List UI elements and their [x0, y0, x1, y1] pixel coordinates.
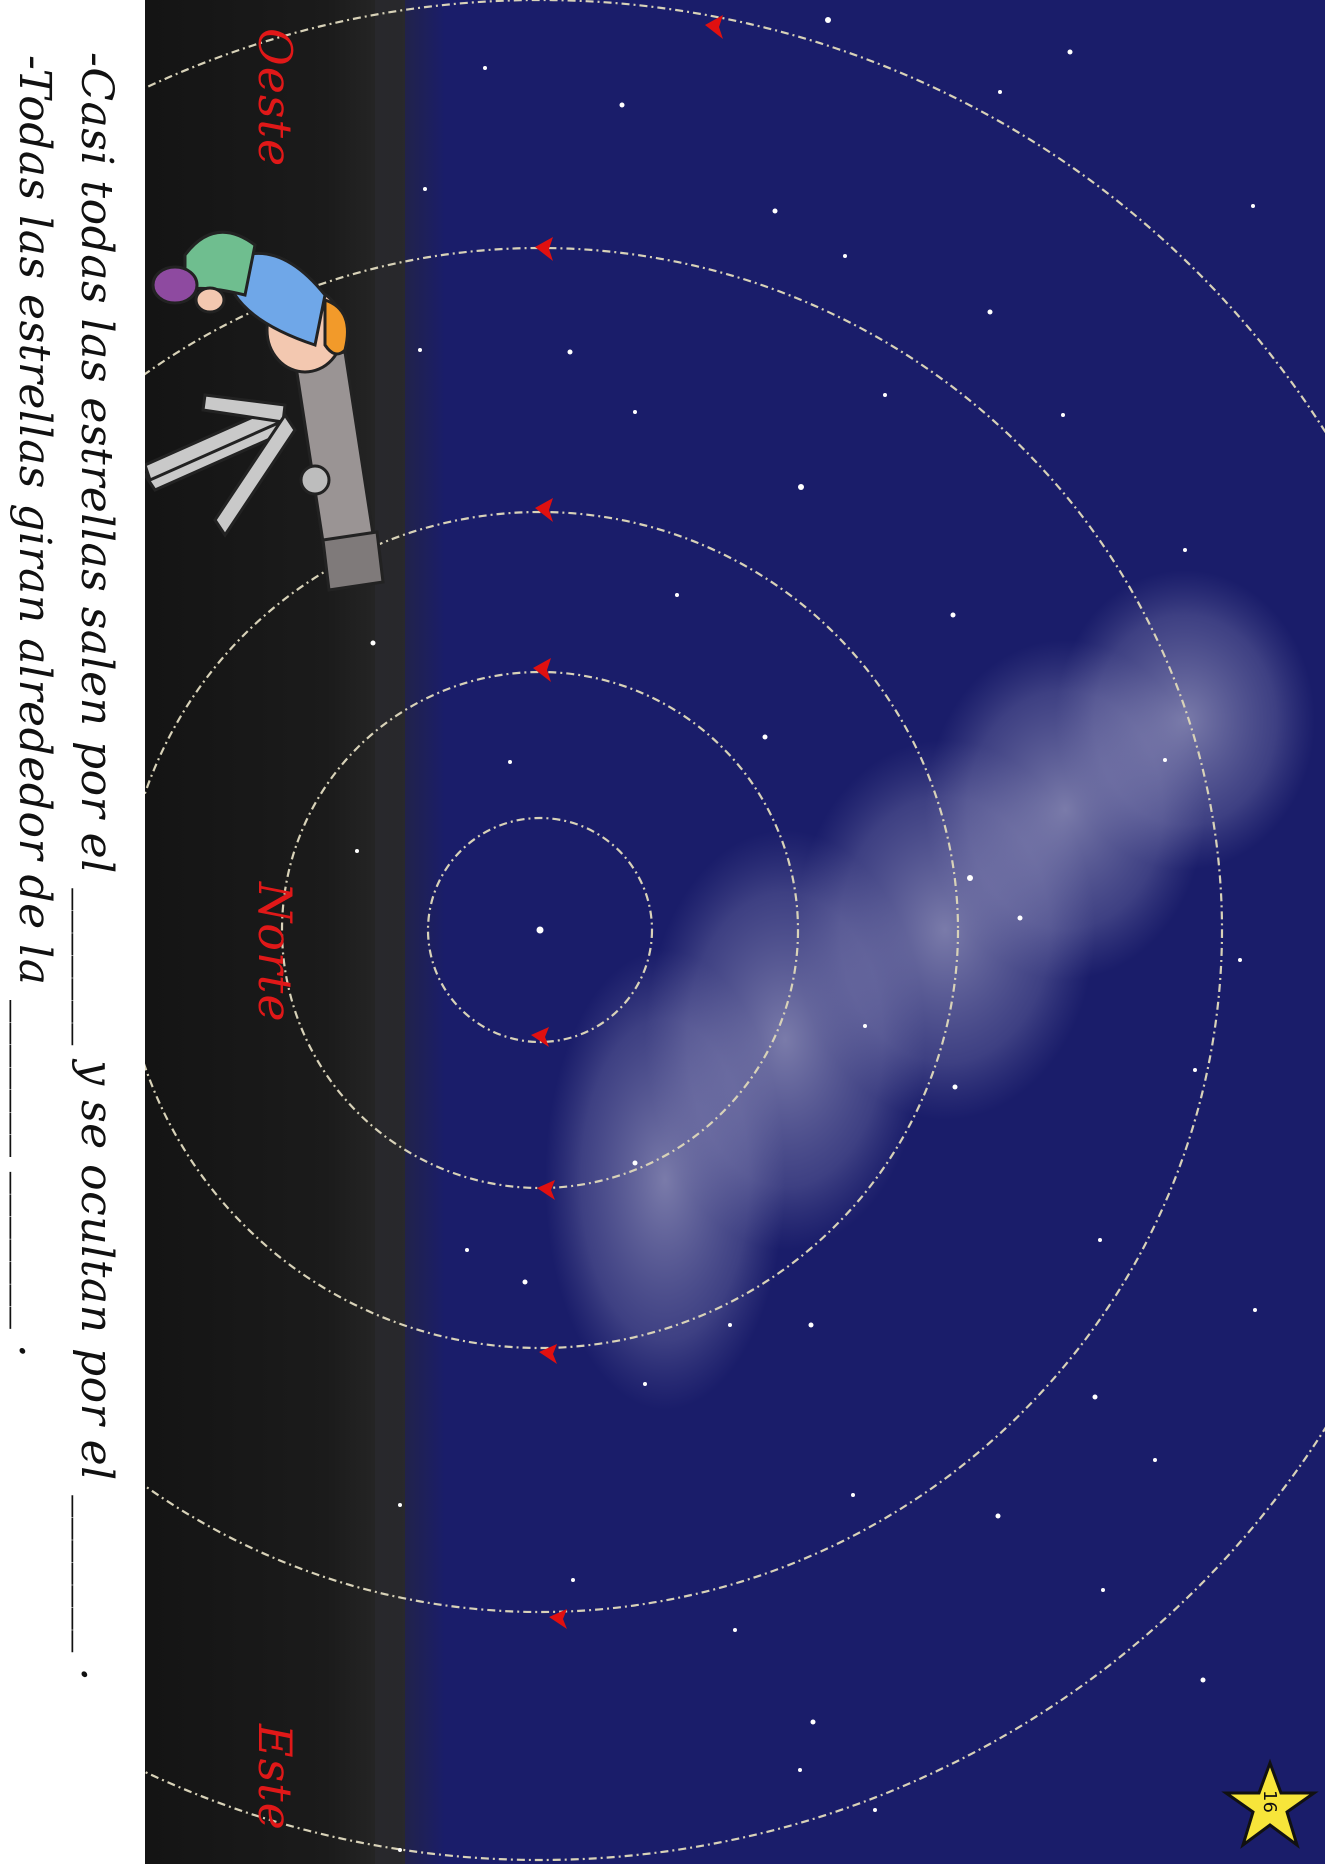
horizon-edge	[375, 0, 445, 1864]
arrow-icon	[539, 1344, 557, 1364]
yellow-star-icon	[1221, 1758, 1319, 1849]
direction-arrows	[531, 15, 723, 1629]
page-badge: 16	[1218, 1757, 1322, 1853]
arrow-icon	[535, 498, 553, 522]
star-trail-diagram	[145, 0, 1325, 1861]
arrow-icon	[705, 15, 723, 39]
star-field	[355, 17, 1257, 1852]
arrow-icon	[535, 237, 553, 261]
worksheet-line-2: -Todas las estrellas giran alrededor de …	[9, 55, 60, 1359]
arrow-icon	[537, 1180, 555, 1200]
arrow-icon	[549, 1609, 567, 1629]
star-trail-5	[145, 0, 1325, 1861]
direction-label-east: Este	[248, 1724, 302, 1831]
child-with-telescope-icon	[145, 230, 385, 592]
page-number: 16	[1258, 1790, 1280, 1813]
pole-star-icon	[536, 926, 544, 934]
star-trail-2	[280, 670, 800, 1190]
star-trails	[145, 0, 1325, 1861]
direction-label-west: Oeste	[248, 28, 302, 168]
worksheet-line-1: -Casi todas las estrellas salen por el _…	[71, 52, 122, 1682]
star-trail-1	[426, 816, 654, 1044]
star-trail-4	[145, 247, 1223, 1613]
star-trail-3	[145, 511, 959, 1349]
milky-way	[545, 570, 1315, 1410]
arrow-icon	[533, 658, 551, 682]
direction-label-north: Norte	[248, 882, 302, 1023]
arrow-icon	[531, 1027, 549, 1047]
night-sky-panel	[145, 0, 1325, 1864]
